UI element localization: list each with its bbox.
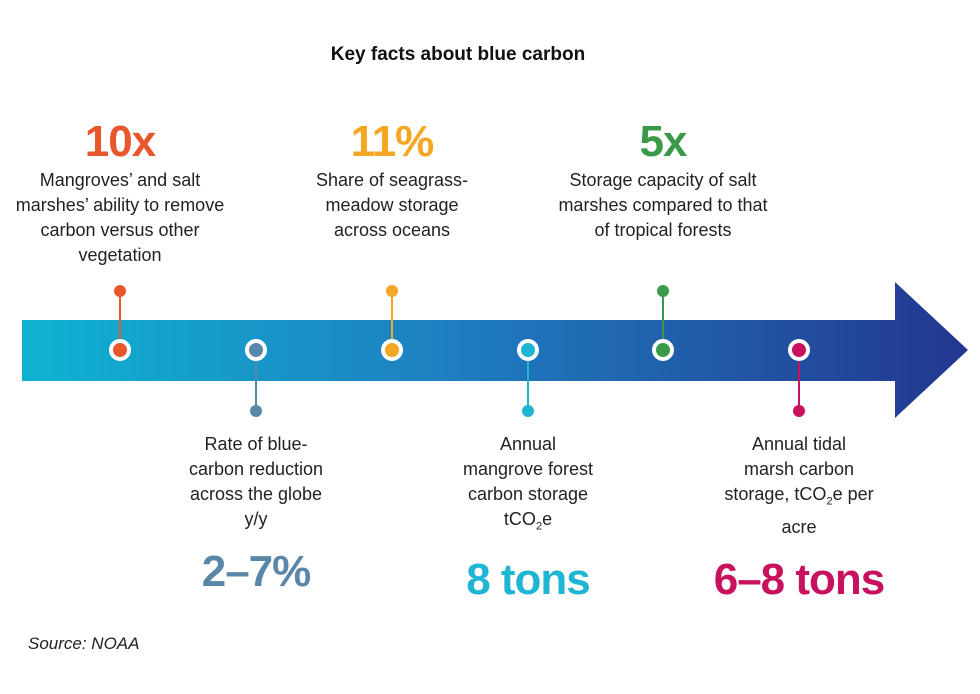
fact-description: Mangroves’ and salt marshes’ ability to … [15,170,225,265]
connector-11pct [381,285,403,361]
fact-value: 5x [639,117,688,166]
fact-value: 10x [84,117,156,166]
fact-unit: tCO2e [503,509,553,533]
arrow-shape [22,282,968,418]
fact-value: 6–8 tons [713,554,886,604]
fact-11pct: 11% Share of seagrass-meadow storage acr… [277,118,507,243]
node-10x [109,339,131,361]
fact-description: Annual tidal marsh carbon storage, tCO2e… [684,432,914,540]
node-2-7pct [245,339,267,361]
fact-value: 11% [350,117,435,166]
connector-6-8tons [788,339,810,417]
fact-description: Rate of blue-carbon reduction across the… [188,434,324,529]
fact-description: Storage capacity of salt marshes compare… [558,170,768,240]
chart-title: Key facts about blue carbon [330,44,586,65]
fact-value: 2–7% [201,547,312,596]
connector-5x [652,285,674,361]
connector-2-7pct [245,339,267,417]
fact-10x: 10x Mangroves’ and salt marshes’ ability… [5,118,235,268]
fact-value: 8 tons [466,554,591,604]
node-8tons [517,339,539,361]
fact-unit: storage, tCO2e per [724,484,874,508]
fact-description: Share of seagrass-meadow storage across … [315,170,469,240]
node-6-8tons [788,339,810,361]
fact-8tons: Annual mangrove forest carbon storage tC… [413,432,643,604]
fact-2-7pct: Rate of blue-carbon reduction across the… [141,432,371,596]
connector-10x [109,285,131,361]
source-note: Source: NOAA [28,634,140,653]
fact-5x: 5x Storage capacity of salt marshes comp… [548,118,778,243]
fact-description: Annual mangrove forest carbon storage tC… [413,432,643,540]
connector-8tons [517,339,539,417]
node-11pct [381,339,403,361]
fact-6-8tons: Annual tidal marsh carbon storage, tCO2e… [684,432,914,604]
node-5x [652,339,674,361]
